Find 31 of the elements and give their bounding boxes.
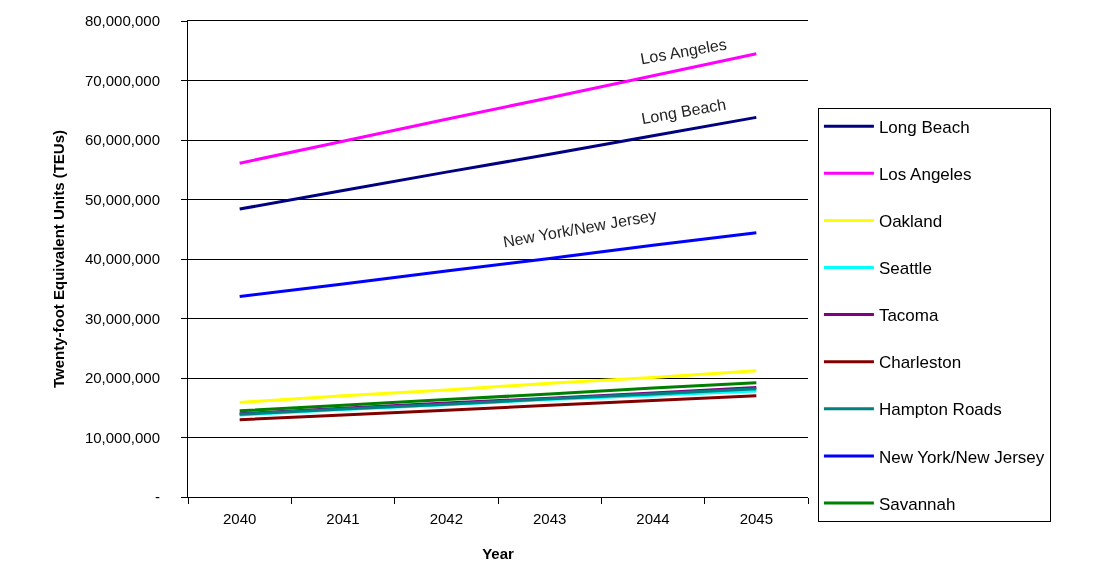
annotation: Los Angeles [639, 35, 728, 68]
annotation: Long Beach [640, 95, 728, 128]
y-tick-label: 50,000,000 [84, 190, 160, 208]
legend-label: Seattle [878, 259, 932, 279]
legend-label: Charleston [878, 353, 962, 373]
y-tick-label: 60,000,000 [84, 131, 160, 149]
legend-label: New York/New Jersey [878, 447, 1045, 467]
legend-label: Oakland [878, 212, 943, 232]
y-tick-label: 40,000,000 [84, 250, 160, 268]
annotation: New York/New Jersey [501, 206, 658, 251]
line-series [238, 394, 758, 422]
x-tick-label: 2044 [636, 510, 670, 527]
legend-label: Long Beach [878, 117, 970, 137]
x-tick-label: 2041 [326, 510, 360, 527]
y-tick-label: - [155, 488, 160, 506]
x-tick-label: 2043 [532, 510, 567, 527]
y-axis-title: Twenty-foot Equivalent Units (TEUs) [50, 129, 68, 389]
x-tick-label: 2042 [429, 510, 464, 527]
x-axis-title: Year [482, 545, 515, 562]
line-series [238, 369, 758, 404]
legend-label: Savannah [878, 494, 956, 514]
y-tick-label: 10,000,000 [84, 428, 160, 446]
legend-label: Los Angeles [878, 164, 972, 184]
y-tick-label: 30,000,000 [84, 309, 160, 327]
legend-label: Hampton Roads [878, 400, 1002, 420]
x-tick-label: 2045 [739, 510, 774, 527]
y-tick-label: 20,000,000 [84, 369, 160, 387]
y-tick-label: 80,000,000 [84, 12, 160, 30]
y-tick-label: 70,000,000 [84, 71, 160, 89]
legend-label: Tacoma [878, 306, 939, 326]
x-tick-label: 2040 [222, 510, 257, 527]
